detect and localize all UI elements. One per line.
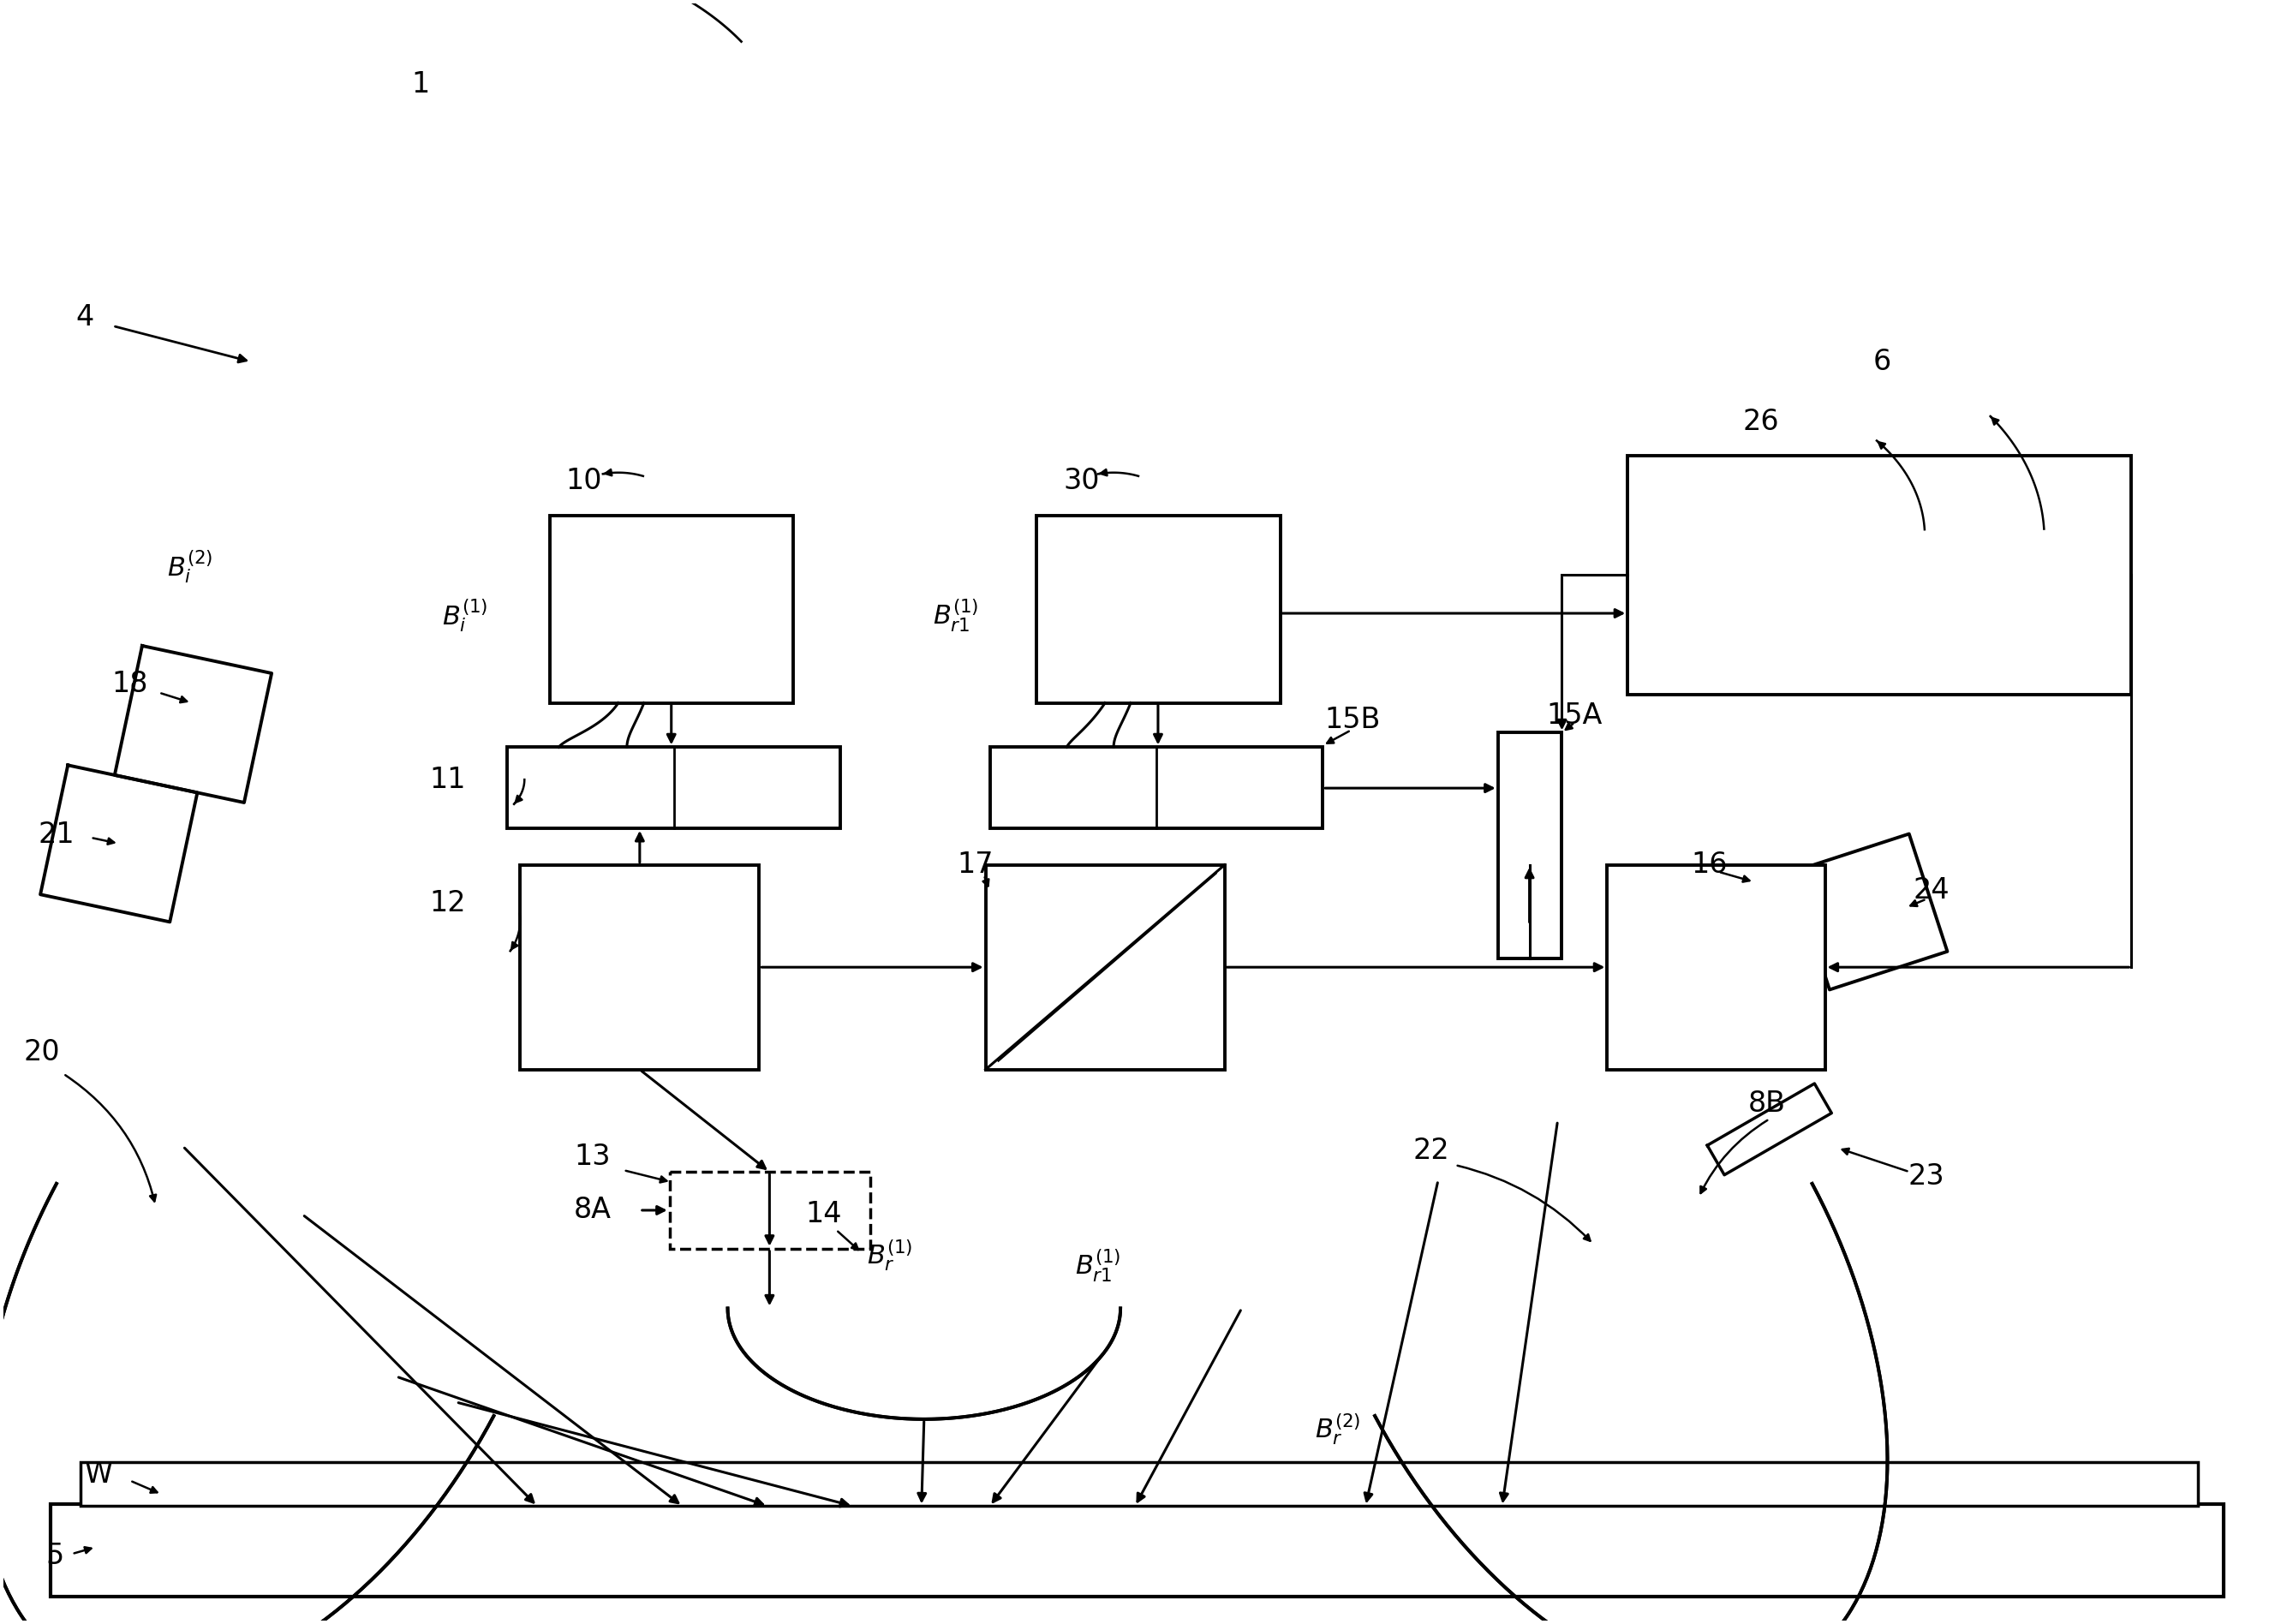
Text: 16: 16 bbox=[1692, 851, 1729, 879]
FancyBboxPatch shape bbox=[50, 1504, 2224, 1596]
Text: $B_i^{(2)}$: $B_i^{(2)}$ bbox=[167, 547, 213, 585]
Text: 30: 30 bbox=[1064, 468, 1098, 495]
FancyBboxPatch shape bbox=[1607, 866, 1825, 1070]
Text: 22: 22 bbox=[1412, 1137, 1449, 1164]
FancyBboxPatch shape bbox=[80, 1462, 2199, 1505]
Text: $B_r^{(1)}$: $B_r^{(1)}$ bbox=[867, 1237, 913, 1273]
Text: 8A: 8A bbox=[573, 1197, 612, 1224]
Text: 8B: 8B bbox=[1747, 1090, 1786, 1117]
Text: $B_r^{(2)}$: $B_r^{(2)}$ bbox=[1314, 1411, 1360, 1447]
Text: 23: 23 bbox=[1908, 1163, 1944, 1190]
Text: 24: 24 bbox=[1912, 877, 1949, 905]
Text: 20: 20 bbox=[23, 1038, 60, 1067]
Text: 14: 14 bbox=[805, 1200, 842, 1229]
FancyBboxPatch shape bbox=[1497, 732, 1562, 958]
FancyBboxPatch shape bbox=[521, 866, 759, 1070]
FancyBboxPatch shape bbox=[507, 747, 839, 828]
Text: 11: 11 bbox=[429, 765, 465, 794]
FancyBboxPatch shape bbox=[1036, 515, 1279, 703]
Text: W: W bbox=[85, 1460, 112, 1489]
FancyBboxPatch shape bbox=[991, 747, 1323, 828]
Text: 6: 6 bbox=[1873, 348, 1892, 375]
Text: 10: 10 bbox=[566, 468, 603, 495]
Text: 18: 18 bbox=[112, 671, 149, 698]
Text: 5: 5 bbox=[46, 1541, 64, 1570]
Text: 15A: 15A bbox=[1548, 702, 1603, 729]
FancyBboxPatch shape bbox=[670, 1173, 871, 1249]
Text: 1: 1 bbox=[410, 70, 429, 99]
Text: $B_{r1}^{(1)}$: $B_{r1}^{(1)}$ bbox=[933, 598, 979, 633]
FancyBboxPatch shape bbox=[550, 515, 793, 703]
Text: 4: 4 bbox=[76, 304, 94, 331]
Text: $B_i^{(1)}$: $B_i^{(1)}$ bbox=[443, 598, 488, 635]
Text: $B_{r1}^{(1)}$: $B_{r1}^{(1)}$ bbox=[1075, 1247, 1121, 1283]
Text: 12: 12 bbox=[429, 888, 465, 918]
FancyBboxPatch shape bbox=[986, 866, 1224, 1070]
FancyBboxPatch shape bbox=[1628, 456, 2132, 695]
Text: 21: 21 bbox=[39, 820, 76, 849]
Text: 13: 13 bbox=[576, 1142, 610, 1171]
Text: 15B: 15B bbox=[1325, 706, 1380, 734]
Text: 26: 26 bbox=[1743, 408, 1779, 435]
Text: 17: 17 bbox=[956, 851, 993, 879]
